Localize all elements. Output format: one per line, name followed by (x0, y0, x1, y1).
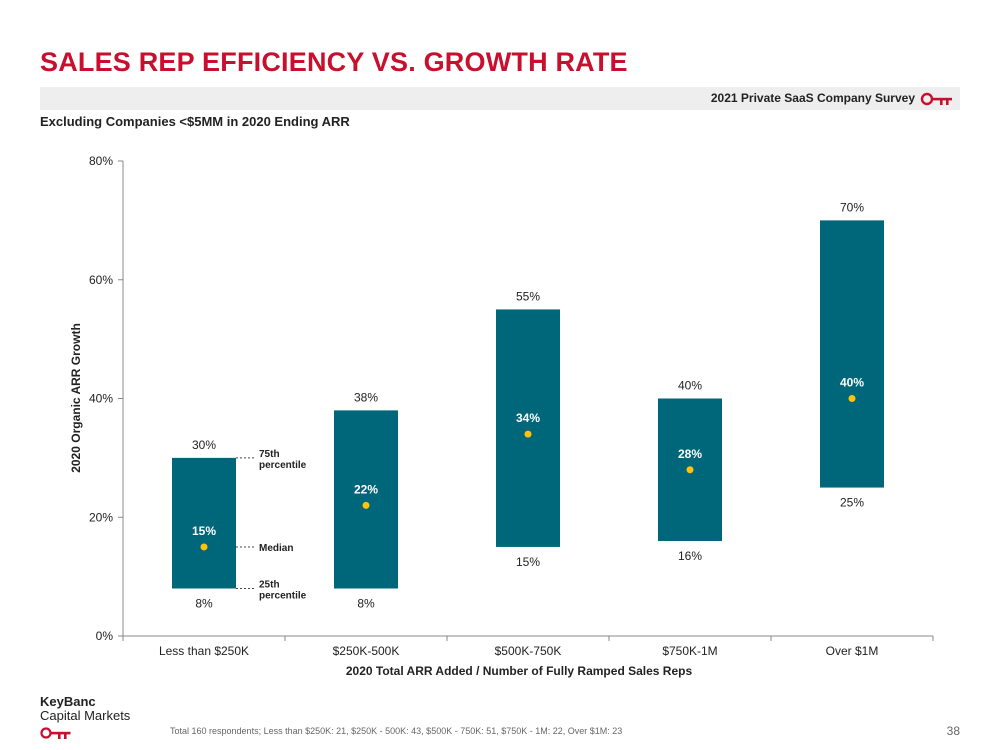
p25-annotation: 25th percentile (259, 580, 307, 602)
median-label: 22% (354, 482, 378, 496)
y-tick-label: 60% (89, 273, 113, 287)
p75-label: 40% (678, 379, 702, 393)
chart-subtitle: Excluding Companies <$5MM in 2020 Ending… (40, 114, 350, 129)
x-tick-label: Over $1M (826, 644, 879, 658)
y-axis: 0% 20% 40% 60% 80% (89, 154, 124, 643)
key-logo-icon (920, 92, 952, 106)
median-marker (848, 395, 856, 402)
brand-logo: KeyBanc Capital Markets (40, 694, 131, 739)
page-title: SALES REP EFFICIENCY VS. GROWTH RATE (40, 47, 628, 77)
range-bar (496, 309, 560, 547)
range-bar (334, 410, 398, 589)
median-marker (200, 543, 208, 551)
p75-label: 70% (840, 200, 864, 214)
brand-name: KeyBanc (40, 694, 96, 709)
y-tick-label: 40% (89, 392, 113, 406)
range-bar (172, 457, 236, 589)
x-axis-label: 2020 Total ARR Added / Number of Fully R… (346, 664, 693, 678)
p25-label: 8% (195, 597, 213, 611)
brand-subname: Capital Markets (40, 708, 131, 723)
p25-label: 25% (840, 496, 864, 510)
p25-label: 15% (516, 555, 540, 569)
p75-label: 38% (354, 390, 378, 404)
p75-annotation: 75th percentile (259, 449, 307, 471)
p75-label: 55% (516, 289, 540, 303)
median-marker (686, 466, 694, 474)
x-tick-label: $500K-750K (495, 644, 562, 658)
y-tick-label: 20% (89, 510, 113, 524)
x-axis: Less than $250K $250K-500K $500K-750K $750K… (122, 635, 934, 658)
median-annotation: Median (259, 543, 293, 554)
x-tick-label: $250K-500K (333, 644, 400, 658)
range-bar (820, 220, 884, 488)
median-label: 34% (516, 411, 540, 425)
key-icon (40, 727, 71, 739)
p75-label: 30% (192, 438, 216, 452)
median-marker (524, 430, 532, 438)
survey-label: 2021 Private SaaS Company Survey (710, 91, 915, 105)
survey-banner: 2021 Private SaaS Company Survey (40, 87, 960, 110)
x-tick-label: Less than $250K (159, 644, 249, 658)
median-marker (362, 501, 370, 509)
median-label: 28% (678, 447, 702, 461)
median-label: 40% (840, 376, 864, 390)
y-axis-label: 2020 Organic ARR Growth (69, 323, 83, 473)
x-tick-label: $750K-1M (662, 644, 717, 658)
y-tick-label: 80% (89, 154, 113, 168)
y-tick-label: 0% (96, 629, 114, 643)
footnote: Total 160 respondents; Less than $250K: … (170, 726, 623, 736)
page-number: 38 (946, 724, 960, 738)
p25-label: 16% (678, 549, 702, 563)
p25-label: 8% (357, 597, 375, 611)
median-label: 15% (192, 524, 216, 538)
